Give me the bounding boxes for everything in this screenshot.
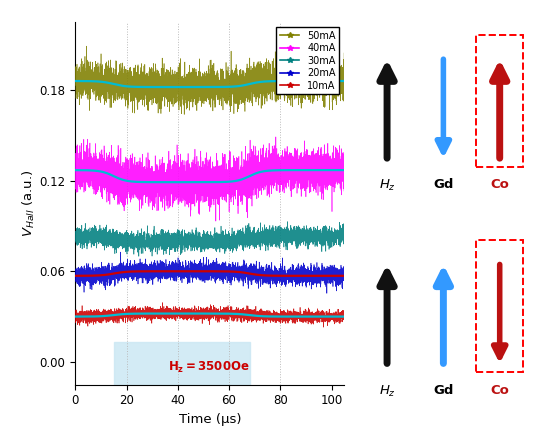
Text: Gd: Gd <box>433 384 454 396</box>
Legend: 50mA, 40mA, 30mA, 20mA, 10mA: 50mA, 40mA, 30mA, 20mA, 10mA <box>276 27 339 95</box>
Text: Co: Co <box>490 179 509 191</box>
Bar <box>114 342 250 385</box>
Text: Gd: Gd <box>433 179 454 191</box>
Text: Co: Co <box>490 384 509 396</box>
Y-axis label: $V_{Hall}$ (a.u.): $V_{Hall}$ (a.u.) <box>20 170 37 237</box>
Text: $H_z$: $H_z$ <box>379 384 395 399</box>
Text: $\mathbf{H_z = 3500Oe}$: $\mathbf{H_z = 3500Oe}$ <box>167 360 249 375</box>
Text: $H_z$: $H_z$ <box>379 179 395 194</box>
X-axis label: Time (μs): Time (μs) <box>179 413 241 426</box>
